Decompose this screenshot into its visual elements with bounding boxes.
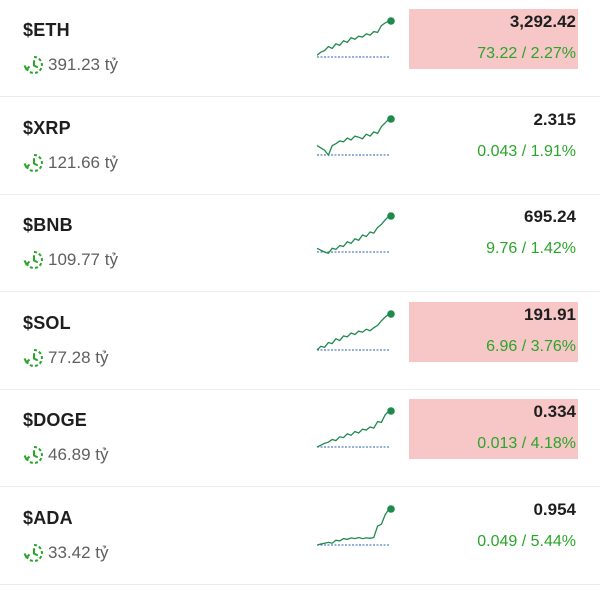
coin-row[interactable]: $SOL 77.28 tỷ 191.91 6.96 / 3.76%	[0, 293, 600, 390]
sparkline-last-point	[387, 309, 395, 318]
price-sparkline	[316, 212, 395, 254]
coin-change: 6.96 / 3.76%	[486, 337, 576, 355]
price-sparkline	[316, 17, 395, 58]
price-box: 2.315 0.043 / 1.91%	[409, 107, 578, 167]
clock-refresh-icon	[23, 152, 45, 174]
price-box: 695.24 9.76 / 1.42%	[409, 204, 578, 264]
coin-volume-text: 121.66 tỷ	[48, 152, 118, 172]
coin-volume-text: 391.23 tỷ	[48, 55, 118, 74]
price-box: 0.954 0.049 / 5.44%	[409, 497, 578, 557]
coin-ticker: $XRP	[23, 117, 71, 138]
price-sparkline	[316, 407, 395, 448]
coin-row[interactable]: $BNB 109.77 tỷ 695.24 9.76 / 1.42%	[0, 195, 600, 292]
coin-volume: 391.23 tỷ	[23, 53, 118, 77]
sparkline-last-point	[387, 407, 395, 415]
price-sparkline	[316, 504, 395, 546]
price-sparkline	[316, 114, 395, 156]
coin-row[interactable]: $DOGE 46.89 tỷ 0.334 0.013 / 4.18%	[0, 390, 600, 487]
coin-volume: 121.66 tỷ	[23, 151, 118, 175]
coin-ticker: $DOGE	[23, 410, 88, 430]
sparkline-last-point	[387, 17, 395, 25]
coin-row-content: $SOL 77.28 tỷ 191.91 6.96 / 3.76%	[0, 301, 600, 367]
clock-refresh-icon	[23, 54, 45, 76]
coin-price: 0.954	[533, 499, 576, 519]
price-sparkline	[316, 309, 395, 351]
coin-price: 191.91	[524, 304, 576, 324]
sparkline-last-point	[387, 114, 395, 123]
coin-row[interactable]: $ETH 391.23 tỷ 3,292.42 73.22 / 2.27%	[0, 0, 600, 97]
sparkline-last-point	[387, 212, 395, 220]
coin-change: 0.043 / 1.91%	[477, 142, 576, 160]
coin-change: 0.013 / 4.18%	[477, 435, 576, 452]
coin-price: 0.334	[533, 402, 576, 421]
coin-volume-text: 33.42 tỷ	[48, 542, 109, 562]
coin-volume: 77.28 tỷ	[23, 346, 109, 370]
clock-refresh-icon	[23, 347, 45, 369]
sparkline-line	[316, 312, 390, 351]
coin-row-content: $ETH 391.23 tỷ 3,292.42 73.22 / 2.27%	[0, 9, 600, 74]
coin-price: 695.24	[524, 207, 576, 226]
coin-row[interactable]: $ADA 33.42 tỷ 0.954 0.049 / 5.44%	[0, 488, 600, 585]
coin-row-content: $ADA 33.42 tỷ 0.954 0.049 / 5.44%	[0, 497, 600, 562]
coin-row-content: $DOGE 46.89 tỷ 0.334 0.013 / 4.18%	[0, 399, 600, 464]
sparkline-line	[316, 215, 390, 254]
sparkline-last-point	[387, 504, 395, 513]
coin-volume-text: 109.77 tỷ	[48, 250, 118, 269]
coin-ticker: $BNB	[23, 215, 73, 235]
sparkline-line	[316, 20, 390, 56]
coin-volume: 46.89 tỷ	[23, 443, 109, 467]
coin-ticker: $ADA	[23, 507, 73, 528]
coin-change: 9.76 / 1.42%	[486, 240, 576, 257]
clock-refresh-icon	[23, 444, 45, 466]
sparkline-line	[316, 508, 390, 546]
coin-volume: 109.77 tỷ	[23, 248, 118, 272]
sparkline-line	[316, 118, 390, 156]
price-box: 0.334 0.013 / 4.18%	[409, 399, 578, 459]
price-box: 3,292.42 73.22 / 2.27%	[409, 9, 578, 69]
coin-row-content: $BNB 109.77 tỷ 695.24 9.76 / 1.42%	[0, 204, 600, 269]
coin-row-content: $XRP 121.66 tỷ 2.315 0.043 / 1.91%	[0, 107, 600, 172]
coin-ticker: $ETH	[23, 20, 70, 40]
coin-row[interactable]: $XRP 121.66 tỷ 2.315 0.043 / 1.91%	[0, 98, 600, 195]
coin-change: 0.049 / 5.44%	[477, 532, 576, 550]
coin-price: 3,292.42	[509, 12, 576, 31]
coin-change: 73.22 / 2.27%	[477, 45, 576, 62]
clock-refresh-icon	[23, 542, 45, 564]
coin-price: 2.315	[533, 109, 576, 129]
price-box: 191.91 6.96 / 3.76%	[409, 301, 578, 362]
coin-volume-text: 46.89 tỷ	[48, 445, 109, 464]
clock-refresh-icon	[23, 249, 45, 271]
coin-ticker: $SOL	[23, 312, 71, 333]
sparkline-line	[316, 410, 390, 448]
coin-volume: 33.42 tỷ	[23, 541, 109, 565]
coin-volume-text: 77.28 tỷ	[48, 347, 109, 367]
